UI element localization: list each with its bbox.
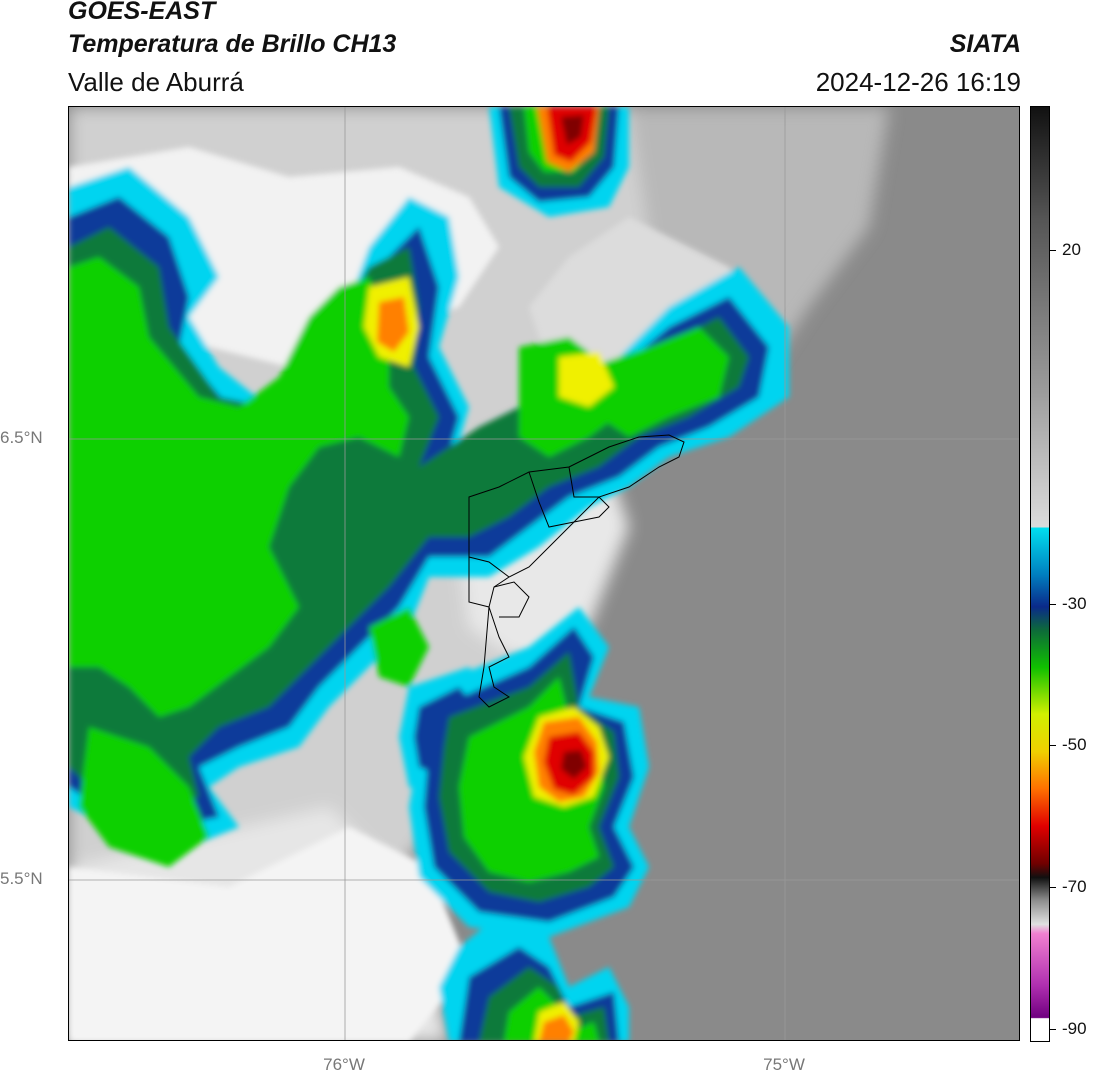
datetime-label: 2024-12-26 16:19: [815, 67, 1021, 97]
colorbar-tick-minus-70: [1050, 887, 1056, 888]
colorbar-label-minus-50: -50: [1062, 735, 1087, 754]
colorbar-tick-minus-90: [1050, 1029, 1056, 1030]
colorbar-tick-20: [1050, 250, 1056, 251]
colorbar-label-minus-90: -90: [1062, 1019, 1087, 1038]
colorbar-label-minus-70: -70: [1062, 877, 1087, 896]
product-title: Temperatura de Brillo CH13: [68, 30, 397, 58]
colorbar-tick-minus-50: [1050, 745, 1056, 746]
municipal-boundaries: [468, 434, 685, 708]
lat-label-6-5: 6.5°N: [0, 428, 43, 447]
colorbar-label-minus-30: -30: [1062, 594, 1087, 613]
lat-label-5-5: 5.5°N: [0, 869, 43, 888]
satellite-map[interactable]: [68, 106, 1020, 1041]
lon-label-76: 76°W: [323, 1055, 365, 1074]
region-title: Valle de Aburrá: [68, 67, 244, 97]
temperature-colorbar: [1030, 106, 1050, 1042]
organization-label: SIATA: [949, 30, 1021, 58]
colorbar-label-20: 20: [1062, 240, 1081, 259]
satellite-title: GOES-EAST: [68, 0, 216, 25]
lon-label-75: 75°W: [763, 1055, 805, 1074]
colorbar-tick-minus-30: [1050, 604, 1056, 605]
brightness-temperature-field: [69, 107, 1019, 1040]
